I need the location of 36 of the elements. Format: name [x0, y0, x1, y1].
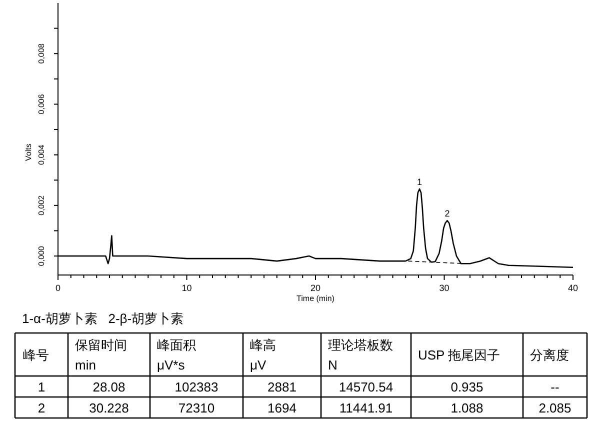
- text: 2.085: [538, 400, 572, 416]
- text: 30.228: [89, 400, 129, 416]
- text: 峰高 μV: [250, 338, 276, 372]
- text: 11441.91: [339, 400, 393, 416]
- annotation: 1: [417, 176, 422, 187]
- y-tick-label: 0,004: [37, 144, 46, 165]
- y-tick-label: 0,002: [37, 194, 46, 216]
- text: 分离度: [530, 348, 569, 362]
- text: --: [550, 380, 560, 394]
- text: 102383: [174, 380, 218, 394]
- text: 峰号: [23, 348, 49, 362]
- x-tick-label: 10: [182, 283, 192, 293]
- x-tick-label: 20: [310, 283, 321, 293]
- annotation: 2: [444, 208, 450, 219]
- y-axis-title: Volts: [24, 144, 33, 161]
- text: USP 拖尾因子: [418, 348, 500, 362]
- text: 72310: [178, 400, 215, 416]
- y-tick-label: 0,008: [37, 43, 46, 64]
- x-tick-label: 40: [568, 283, 578, 293]
- text: 保留时间 min: [75, 338, 127, 372]
- text: 28.08: [92, 380, 126, 394]
- text: 0.935: [450, 380, 484, 394]
- x-axis-title: Time (min): [296, 294, 335, 303]
- text: 2: [38, 400, 46, 416]
- text: 1: [38, 380, 46, 394]
- x-tick-label: 0: [55, 283, 61, 293]
- text: 理论塔板数 N: [328, 338, 393, 372]
- text: 1694: [268, 400, 296, 416]
- text: 1.088: [450, 400, 484, 416]
- text: 14570.54: [338, 380, 394, 394]
- text: 1-α-胡萝卜素 2-β-胡萝卜素: [22, 311, 184, 326]
- text: 峰面积 μV*s: [157, 338, 196, 372]
- x-tick-label: 30: [439, 283, 450, 293]
- text: 2881: [268, 380, 296, 394]
- y-tick-label: 0,000: [37, 245, 46, 266]
- y-tick-label: 0,006: [37, 94, 46, 114]
